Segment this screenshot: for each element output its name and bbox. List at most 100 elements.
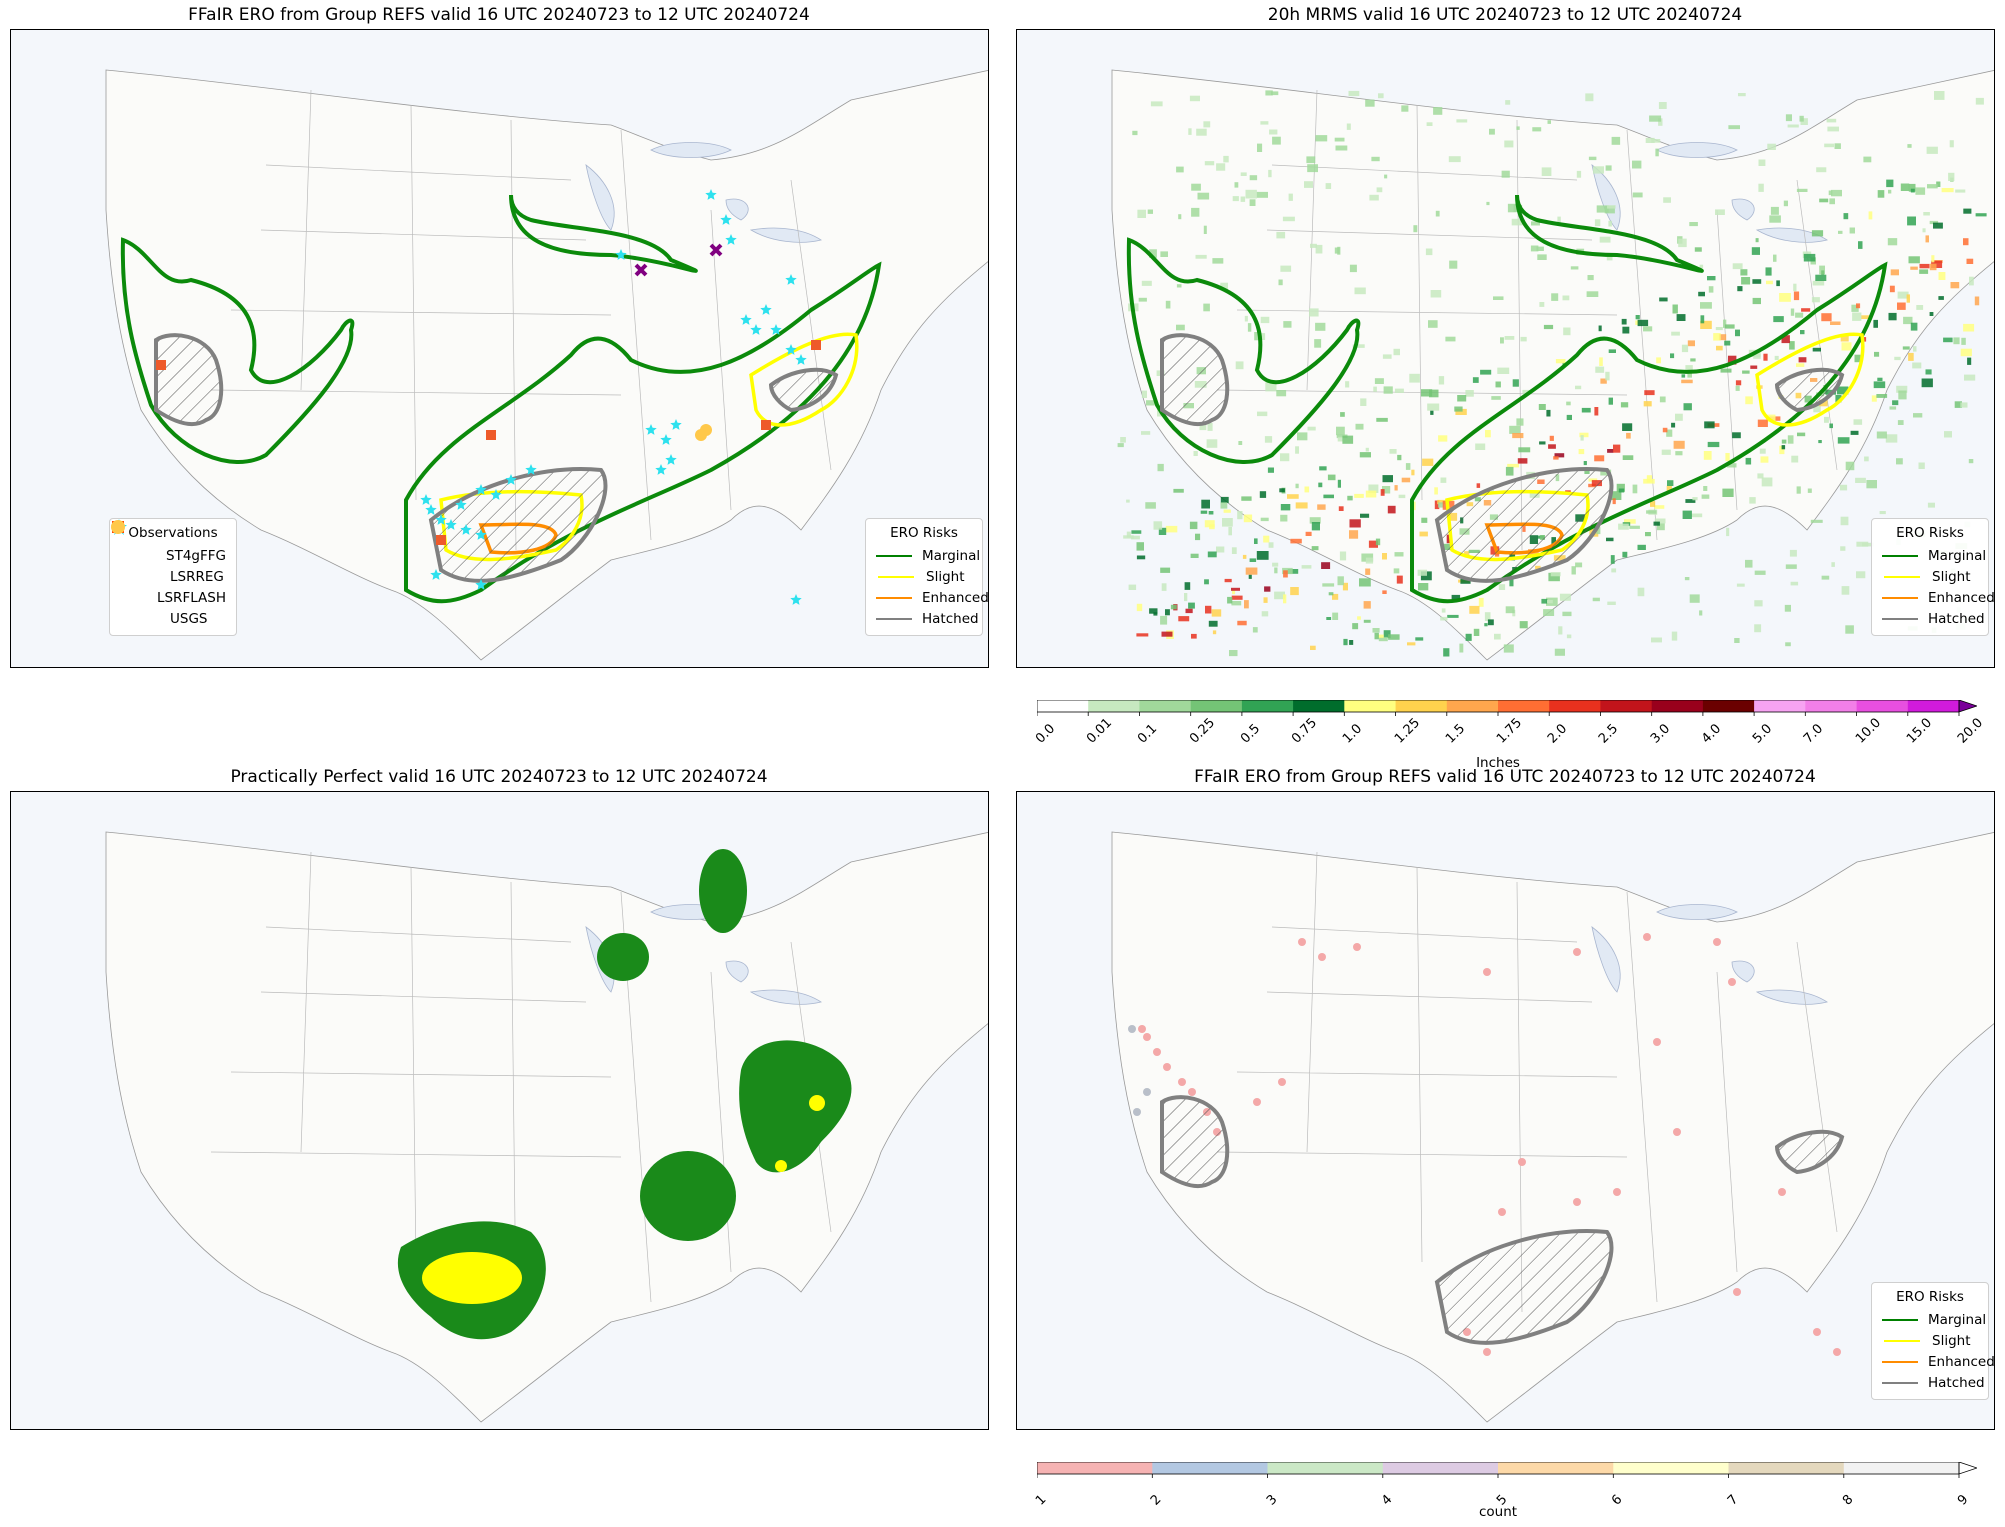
precip-colorbar-unit: Inches [1476,755,1520,771]
obs-legend-row: LSRFLASH [112,521,226,608]
colorbar-extend-arrow [1958,700,1977,713]
colorbar-tick-label: 3.0 [1647,721,1673,747]
legend-line-swatch [1882,1355,1918,1369]
colorbar-tick-label: 15.0 [1903,715,1935,747]
ero-legend-row: Slight [1882,1330,1978,1351]
colorbar-segment [1754,700,1806,712]
ero-legend-label: Marginal [922,547,981,564]
colorbar-segment [1152,1462,1269,1474]
ero-legend-row: Enhanced [1882,587,1994,608]
map-svg-ero-count [1111,831,1994,1423]
colorbar-segment [1267,1462,1384,1474]
colorbar-segment [1702,700,1755,712]
legend-line-swatch [1882,1334,1922,1348]
ero-legend-label: Enhanced [1928,1353,1995,1370]
ero-legend-row: Enhanced [876,587,988,608]
basemap [1111,831,1994,1423]
legend-line-swatch [1882,549,1918,563]
ero-legend-label: Slight [926,568,965,585]
ero-legend-label: Hatched [922,610,979,627]
basemap [105,831,988,1423]
map-panel-practically-perfect[interactable] [10,791,989,1430]
hatched-areas [154,333,839,583]
precip-colorbar-bar [1037,700,1977,716]
colorbar-segment [1241,700,1294,712]
ero-legend-title: ERO Risks [890,525,958,541]
legend-line-swatch [1882,612,1918,626]
map-svg-mrms [1111,69,1994,661]
obs-legend-label-st4gffg: ST4gFFG [166,547,226,564]
legend-line-swatch [1882,591,1918,605]
legend-line-swatch [876,612,912,626]
colorbar-tick-label: 0.25 [1186,715,1218,747]
colorbar-segment [1139,700,1192,712]
obs-legend-label-usgs: USGS [170,610,208,627]
count-colorbar-bar [1037,1462,1977,1478]
ero-legend-row: Hatched [1882,608,1985,629]
colorbar-tick-label: 0.0 [1033,721,1059,747]
colorbar-segment [1498,1462,1614,1474]
ero-legend-row: Marginal [1882,1309,1986,1330]
map-panel-ero-count[interactable]: ERO Risks Marginal Slight Enhanced Hatched [1016,791,1995,1430]
legend-line-swatch [1882,1313,1918,1327]
colorbar-segment [1728,1462,1845,1474]
colorbar-segment [1805,700,1857,712]
panel2-title: 20h MRMS valid 16 UTC 20240723 to 12 UTC… [1267,5,1743,25]
legend-line-swatch [876,549,912,563]
observation-markers [156,189,821,605]
circle-icon [111,520,125,534]
obs-legend-row: LSRREG [112,521,226,587]
colorbar-segment [1382,1462,1499,1474]
hatched-areas [1160,1095,1845,1345]
basemap [105,69,988,661]
pp-slight-areas [422,1095,825,1304]
panel1-title: FFaIR ERO from Group REFS valid 16 UTC 2… [188,5,810,25]
colorbar-tick-label: 4.0 [1698,721,1725,747]
colorbar-tick-label: 0.75 [1289,715,1321,747]
colorbar-segment [1498,700,1550,712]
colorbar-segment [1395,700,1448,712]
ero-legend-label: Enhanced [1928,589,1995,606]
ero-legend-row: Slight [876,566,972,587]
colorbar-segment [1549,700,1601,712]
colorbar-segment [1651,700,1704,712]
colorbar-segment [1843,1462,1960,1474]
colorbar-segment [1190,700,1243,712]
colorbar-extend-arrow [1958,1462,1977,1475]
obs-legend-label-lsrreg: LSRREG [170,568,224,585]
ero-legend-label: Marginal [1928,1311,1987,1328]
ero-legend-label: Enhanced [922,589,989,606]
colorbar-tick-label: 0.01 [1084,715,1116,747]
ero-legend-row: Marginal [876,545,980,566]
colorbar-segment [1037,700,1089,712]
colorbar-segment [1037,1462,1153,1474]
map-panel-mrms[interactable]: ERO Risks Marginal Slight Enhanced Hatched [1016,29,1995,668]
legend-line-swatch [1882,1376,1918,1390]
panel3-title: Practically Perfect valid 16 UTC 2024072… [230,767,768,787]
map-panel-ero-obs[interactable]: Observations ST4gFFG LSRREG LSRFLASH USG… [10,29,989,668]
colorbar-tick-label: 5.0 [1750,721,1776,747]
ero-legend-label: Hatched [1928,1374,1985,1391]
colorbar-tick-label: 7.0 [1801,721,1827,747]
ero-legend-row: Marginal [1882,545,1986,566]
colorbar-segment [1600,700,1653,712]
ero-legend-label: Slight [1932,1332,1971,1349]
ero-legend-row: Hatched [876,608,979,629]
ero-legend-label: Hatched [1928,610,1985,627]
legend-line-swatch [876,570,916,584]
colorbar-tick-label: 0.1 [1135,721,1161,747]
colorbar-segment [1088,700,1140,712]
ero-legend-label: Marginal [1928,547,1987,564]
colorbar-tick-label: 1.5 [1442,721,1469,747]
colorbar-tick-label: 0.5 [1237,721,1264,747]
colorbar-tick-label: 2.5 [1596,721,1622,747]
observations-legend-title: Observations [128,525,218,541]
ero-risks-legend: ERO Risks Marginal Slight Enhanced Hatched [865,518,988,636]
hatched-areas [1160,333,1845,583]
obs-legend-row: USGS [111,520,226,629]
ero-risks-legend: ERO Risks Marginal Slight Enhanced Hatched [1871,1282,1994,1400]
colorbar-tick-label: 1.75 [1494,715,1526,747]
colorbar-tick-label: 1.0 [1340,721,1366,747]
ero-legend-title: ERO Risks [1896,1289,1964,1305]
